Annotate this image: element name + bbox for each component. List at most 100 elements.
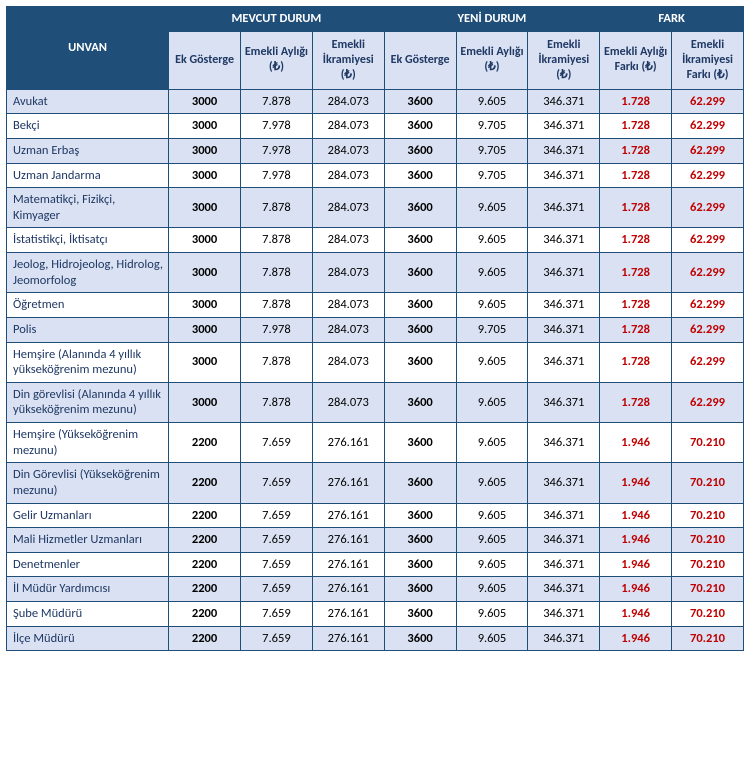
cell-fark-ikramiyesi: 70.210: [672, 626, 744, 651]
cell-yeni-emekli-ikramiyesi: 346.371: [528, 552, 600, 577]
cell-mevcut-emekli-ikramiyesi: 284.073: [312, 342, 384, 382]
cell-title: Avukat: [7, 89, 169, 114]
cell-yeni-emekli-ikramiyesi: 346.371: [528, 342, 600, 382]
cell-title: İlçe Müdürü: [7, 626, 169, 651]
cell-mevcut-emekli-ayligi: 7.659: [240, 577, 312, 602]
cell-mevcut-emekli-ikramiyesi: 276.161: [312, 552, 384, 577]
header-group-fark: FARK: [600, 7, 744, 32]
cell-title: Öğretmen: [7, 293, 169, 318]
cell-fark-ikramiyesi: 62.299: [672, 138, 744, 163]
cell-fark-ayligi: 1.728: [600, 317, 672, 342]
cell-fark-ikramiyesi: 62.299: [672, 89, 744, 114]
cell-fark-ayligi: 1.728: [600, 293, 672, 318]
cell-yeni-emekli-ayligi: 9.605: [456, 382, 528, 422]
cell-fark-ayligi: 1.728: [600, 138, 672, 163]
cell-fark-ikramiyesi: 62.299: [672, 114, 744, 139]
cell-mevcut-emekli-ikramiyesi: 276.161: [312, 577, 384, 602]
cell-fark-ayligi: 1.946: [600, 626, 672, 651]
cell-yeni-ek-gosterge: 3600: [384, 163, 456, 188]
cell-mevcut-emekli-ayligi: 7.878: [240, 188, 312, 228]
cell-fark-ikramiyesi: 62.299: [672, 228, 744, 253]
table-row: Matematikçi, Fizikçi, Kimyager30007.8782…: [7, 188, 744, 228]
cell-fark-ayligi: 1.728: [600, 114, 672, 139]
cell-mevcut-emekli-ikramiyesi: 284.073: [312, 228, 384, 253]
cell-yeni-ek-gosterge: 3600: [384, 188, 456, 228]
cell-fark-ayligi: 1.728: [600, 163, 672, 188]
cell-mevcut-emekli-ayligi: 7.659: [240, 626, 312, 651]
table-row: Öğretmen30007.878284.07336009.605346.371…: [7, 293, 744, 318]
cell-title: Din görevlisi (Alanında 4 yıllık yüksekö…: [7, 382, 169, 422]
cell-fark-ayligi: 1.728: [600, 382, 672, 422]
cell-yeni-ek-gosterge: 3600: [384, 293, 456, 318]
cell-yeni-ek-gosterge: 3600: [384, 342, 456, 382]
cell-yeni-emekli-ikramiyesi: 346.371: [528, 528, 600, 553]
cell-mevcut-emekli-ikramiyesi: 276.161: [312, 463, 384, 503]
cell-yeni-emekli-ayligi: 9.705: [456, 163, 528, 188]
table-row: Mali Hizmetler Uzmanları22007.659276.161…: [7, 528, 744, 553]
cell-mevcut-ek-gosterge: 3000: [169, 89, 241, 114]
cell-yeni-ek-gosterge: 3600: [384, 602, 456, 627]
cell-mevcut-emekli-ayligi: 7.978: [240, 317, 312, 342]
subheader-yeni-emekli-ikramiyesi: Emekli İkramiyesi (₺): [528, 31, 600, 89]
cell-mevcut-emekli-ayligi: 7.659: [240, 528, 312, 553]
cell-mevcut-emekli-ayligi: 7.659: [240, 463, 312, 503]
cell-yeni-ek-gosterge: 3600: [384, 253, 456, 293]
cell-fark-ikramiyesi: 62.299: [672, 342, 744, 382]
cell-mevcut-ek-gosterge: 3000: [169, 382, 241, 422]
cell-mevcut-ek-gosterge: 2200: [169, 626, 241, 651]
subheader-mevcut-emekli-ayligi: Emekli Aylığı (₺): [240, 31, 312, 89]
subheader-mevcut-ek-gosterge: Ek Gösterge: [169, 31, 241, 89]
cell-fark-ikramiyesi: 70.210: [672, 552, 744, 577]
cell-yeni-ek-gosterge: 3600: [384, 503, 456, 528]
cell-title: Denetmenler: [7, 552, 169, 577]
cell-yeni-emekli-ayligi: 9.605: [456, 342, 528, 382]
cell-mevcut-emekli-ikramiyesi: 284.073: [312, 293, 384, 318]
cell-yeni-emekli-ayligi: 9.605: [456, 552, 528, 577]
subheader-fark-ikramiyesi: Emekli İkramiyesi Farkı (₺): [672, 31, 744, 89]
cell-fark-ikramiyesi: 70.210: [672, 503, 744, 528]
cell-title: Jeolog, Hidrojeolog, Hidrolog, Jeomorfol…: [7, 253, 169, 293]
cell-fark-ayligi: 1.728: [600, 228, 672, 253]
cell-yeni-emekli-ayligi: 9.705: [456, 138, 528, 163]
cell-mevcut-emekli-ayligi: 7.659: [240, 423, 312, 463]
cell-yeni-emekli-ikramiyesi: 346.371: [528, 253, 600, 293]
table-row: Din görevlisi (Alanında 4 yıllık yüksekö…: [7, 382, 744, 422]
cell-yeni-emekli-ikramiyesi: 346.371: [528, 577, 600, 602]
cell-fark-ayligi: 1.946: [600, 503, 672, 528]
cell-yeni-emekli-ayligi: 9.605: [456, 463, 528, 503]
cell-mevcut-ek-gosterge: 3000: [169, 253, 241, 293]
cell-fark-ikramiyesi: 62.299: [672, 163, 744, 188]
subheader-mevcut-emekli-ikramiyesi: Emekli İkramiyesi (₺): [312, 31, 384, 89]
cell-mevcut-emekli-ayligi: 7.659: [240, 503, 312, 528]
cell-mevcut-emekli-ayligi: 7.978: [240, 138, 312, 163]
cell-yeni-emekli-ayligi: 9.605: [456, 626, 528, 651]
cell-mevcut-emekli-ikramiyesi: 284.073: [312, 114, 384, 139]
cell-mevcut-emekli-ayligi: 7.878: [240, 228, 312, 253]
cell-mevcut-emekli-ikramiyesi: 276.161: [312, 528, 384, 553]
cell-fark-ayligi: 1.728: [600, 89, 672, 114]
cell-yeni-ek-gosterge: 3600: [384, 114, 456, 139]
cell-yeni-ek-gosterge: 3600: [384, 317, 456, 342]
cell-yeni-ek-gosterge: 3600: [384, 423, 456, 463]
cell-fark-ikramiyesi: 70.210: [672, 577, 744, 602]
cell-mevcut-emekli-ayligi: 7.878: [240, 253, 312, 293]
cell-fark-ikramiyesi: 70.210: [672, 528, 744, 553]
cell-title: Uzman Jandarma: [7, 163, 169, 188]
cell-yeni-emekli-ayligi: 9.605: [456, 528, 528, 553]
subheader-yeni-ek-gosterge: Ek Gösterge: [384, 31, 456, 89]
header-row-groups: UNVAN MEVCUT DURUM YENİ DURUM FARK: [7, 7, 744, 32]
cell-mevcut-emekli-ayligi: 7.978: [240, 163, 312, 188]
cell-fark-ayligi: 1.728: [600, 342, 672, 382]
table-body: Avukat30007.878284.07336009.605346.3711.…: [7, 89, 744, 651]
cell-yeni-emekli-ikramiyesi: 346.371: [528, 188, 600, 228]
cell-mevcut-emekli-ikramiyesi: 276.161: [312, 602, 384, 627]
table-row: Din Görevlisi (Yükseköğrenim mezunu)2200…: [7, 463, 744, 503]
cell-yeni-emekli-ayligi: 9.605: [456, 228, 528, 253]
cell-mevcut-emekli-ayligi: 7.978: [240, 114, 312, 139]
cell-title: Hemşire (Alanında 4 yıllık yükseköğrenim…: [7, 342, 169, 382]
cell-title: Uzman Erbaş: [7, 138, 169, 163]
cell-mevcut-ek-gosterge: 2200: [169, 528, 241, 553]
cell-fark-ikramiyesi: 62.299: [672, 317, 744, 342]
cell-yeni-ek-gosterge: 3600: [384, 626, 456, 651]
cell-mevcut-emekli-ikramiyesi: 284.073: [312, 89, 384, 114]
